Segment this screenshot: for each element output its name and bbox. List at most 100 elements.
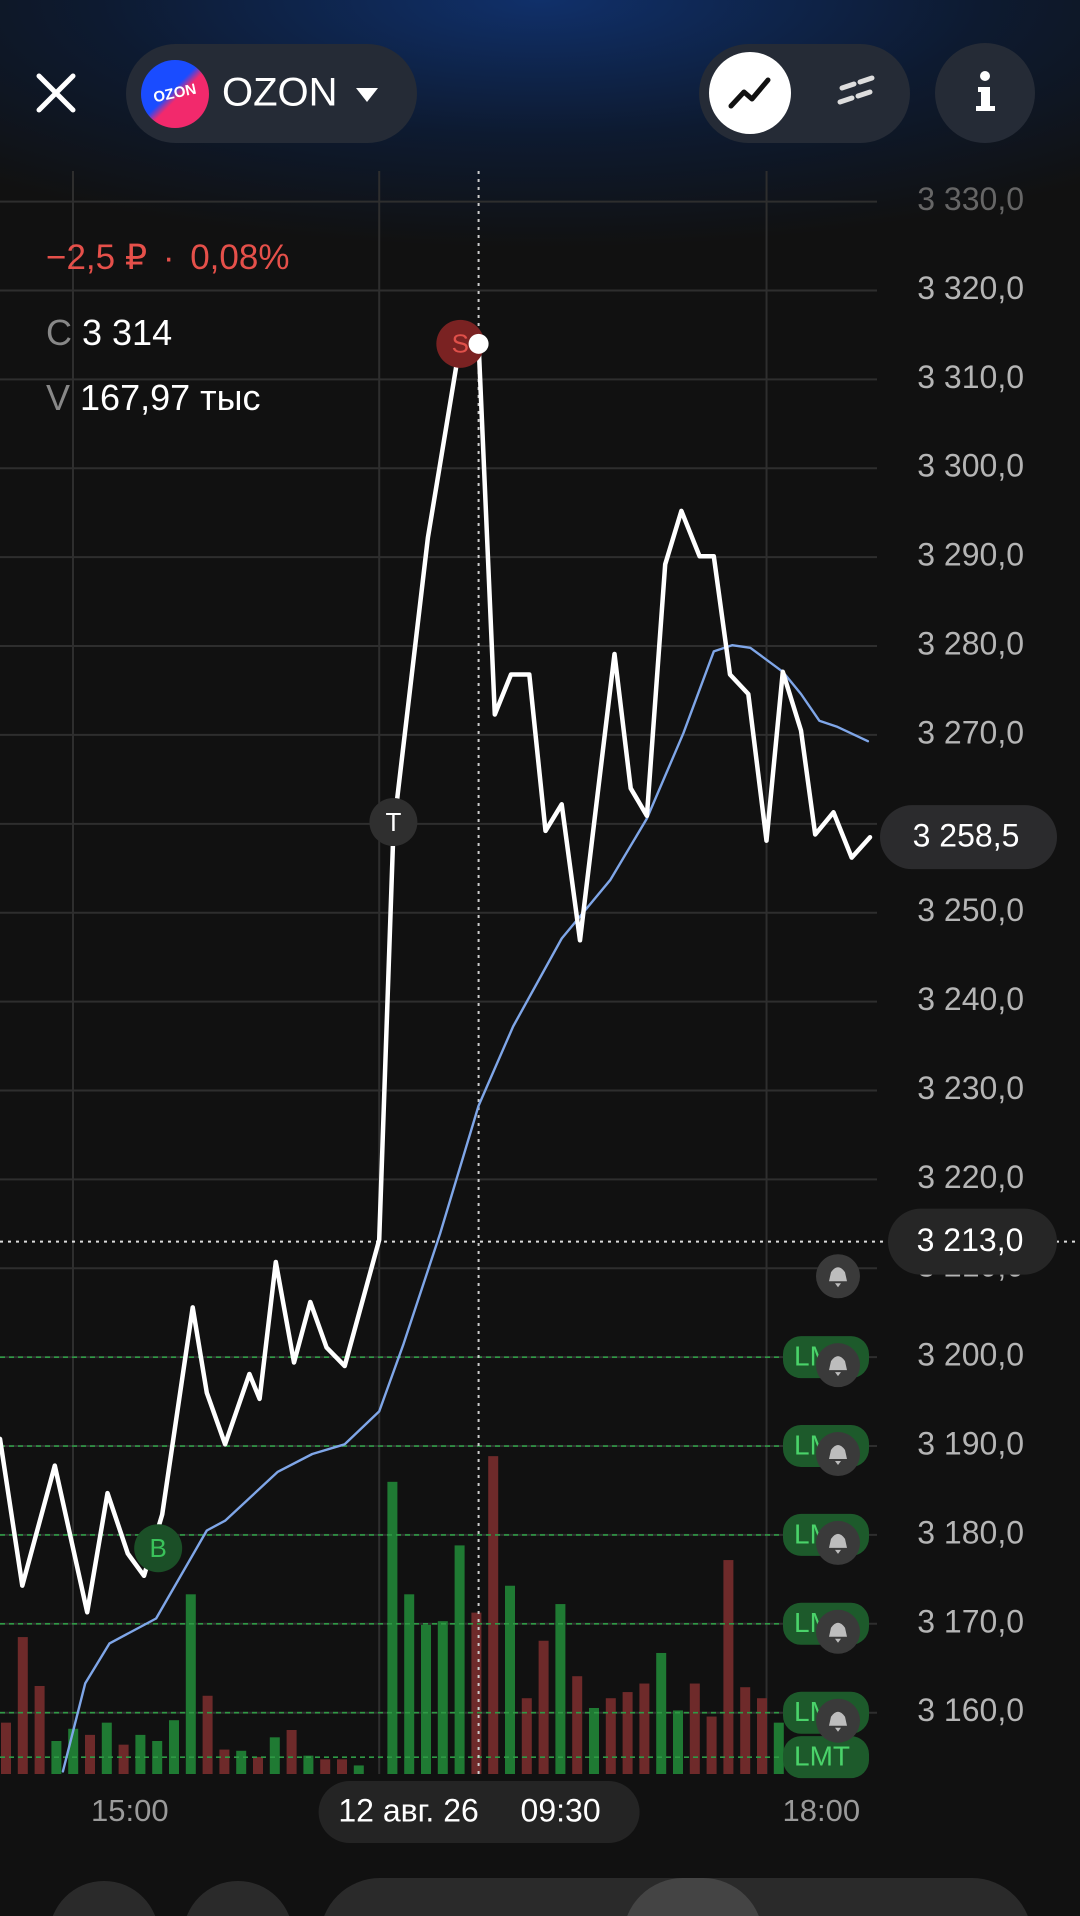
order-tag[interactable] xyxy=(783,1736,869,1779)
volume-bar xyxy=(740,1687,751,1774)
line-mode-button[interactable] xyxy=(709,52,791,134)
symbol-logo xyxy=(141,60,209,128)
chart-area: 3 330,0 3 320,0 3 310,0 3 300,0 3 290,0 3 280… xyxy=(0,171,1080,1843)
volume-bar xyxy=(723,1560,734,1774)
trade-marker-label: B xyxy=(150,1533,167,1563)
volume-bar xyxy=(773,1722,784,1774)
alert-bell-icon xyxy=(829,1711,847,1732)
volume-bar xyxy=(639,1683,650,1774)
symbol-name: OZON xyxy=(222,71,338,115)
volume-bar xyxy=(572,1676,583,1774)
close-button[interactable] xyxy=(36,73,76,113)
volume-bar xyxy=(387,1481,398,1774)
trade-marker-label: T xyxy=(385,807,401,837)
trade-marker xyxy=(436,319,485,368)
order-tag-label: LMT xyxy=(794,1741,850,1772)
change-value: −2,5 ₽ xyxy=(46,238,147,277)
y-tick-label: 3 160,0 xyxy=(917,1692,1024,1728)
y-tick-label: 3 320,0 xyxy=(917,270,1024,306)
last-price-label: 3 258,5 xyxy=(913,818,1020,854)
volume-bar xyxy=(135,1734,146,1774)
trade-marker xyxy=(134,1524,183,1573)
volume-bar xyxy=(622,1692,633,1774)
y-tick-label: 3 170,0 xyxy=(917,1603,1024,1639)
volume-bar xyxy=(488,1456,499,1774)
crosshair-date: 12 авг. 26 xyxy=(338,1792,478,1828)
candle-mode-icon[interactable] xyxy=(837,75,875,105)
trade-marker xyxy=(369,798,418,847)
volume-bar xyxy=(605,1698,616,1774)
volume-bar xyxy=(471,1612,482,1774)
volume-bar xyxy=(505,1585,515,1774)
dropdown-arrow xyxy=(356,88,378,102)
y-tick-label: 3 220,0 xyxy=(917,1159,1024,1195)
volume-line: V 167,97 тыс xyxy=(46,377,261,418)
close-label: C xyxy=(46,312,72,353)
volume-bar xyxy=(286,1729,297,1774)
close-icon xyxy=(36,73,76,113)
crosshair-price-label: 3 213,0 xyxy=(917,1222,1024,1258)
price-change: −2,5 ₽ · 0,08% xyxy=(46,238,289,277)
volume-bar xyxy=(169,1720,179,1774)
crosshair-point xyxy=(468,333,489,354)
toolbar-knob[interactable] xyxy=(623,1878,763,1916)
price-line xyxy=(61,644,870,1773)
trade-marker-label: S xyxy=(452,329,469,359)
x-tick-label: 18:00 xyxy=(783,1793,861,1828)
y-tick-label: 3 250,0 xyxy=(917,892,1024,928)
change-separator: · xyxy=(163,238,175,277)
line-mode-icon xyxy=(728,77,771,109)
symbol-selector[interactable]: OZON OZON xyxy=(126,44,417,143)
volume-bar xyxy=(236,1750,247,1774)
crosshair-date-pill xyxy=(318,1781,640,1843)
volume-bar xyxy=(202,1695,213,1774)
volume-bar xyxy=(589,1707,599,1774)
y-tick-label: 3 330,0 xyxy=(917,181,1024,217)
y-tick-label: 3 190,0 xyxy=(917,1425,1024,1461)
volume-bar xyxy=(68,1728,79,1774)
volume-bar xyxy=(706,1716,717,1774)
volume-bar xyxy=(555,1604,566,1774)
y-tick-label: 3 230,0 xyxy=(917,1070,1024,1106)
volume-bar xyxy=(521,1698,532,1774)
volume-bar xyxy=(673,1710,683,1774)
volume-bar xyxy=(85,1734,95,1774)
volume-bar xyxy=(320,1759,331,1774)
info-icon-dot xyxy=(980,71,990,81)
toolbar-button[interactable] xyxy=(49,1881,159,1916)
volume-bar xyxy=(253,1756,263,1774)
close-value: 3 314 xyxy=(82,312,172,353)
volume-bar xyxy=(17,1637,28,1774)
y-tick-label: 3 200,0 xyxy=(917,1337,1024,1373)
volume-bar xyxy=(269,1737,280,1774)
volume-bar xyxy=(118,1744,129,1774)
info-button[interactable] xyxy=(935,43,1035,143)
volume-bar xyxy=(34,1685,45,1774)
y-tick-label: 3 180,0 xyxy=(917,1514,1024,1550)
alert-bell-icon xyxy=(829,1445,847,1466)
volume-bar xyxy=(337,1759,347,1774)
close-line: C 3 314 xyxy=(46,312,172,353)
alert-bell-icon xyxy=(829,1356,847,1377)
y-tick-label: 3 280,0 xyxy=(917,625,1024,661)
volume-label: V xyxy=(46,377,70,418)
y-tick-label: 3 270,0 xyxy=(917,714,1024,750)
y-tick-label: 3 240,0 xyxy=(917,981,1024,1017)
last-price-pill xyxy=(880,805,1057,870)
volume-value: 167,97 тыс xyxy=(80,377,260,418)
x-tick-label: 15:00 xyxy=(91,1793,169,1828)
volume-bar xyxy=(421,1624,431,1774)
toolbar-button[interactable] xyxy=(183,1881,293,1916)
crosshair-time: 09:30 xyxy=(521,1792,601,1828)
chart-mode-toggle[interactable] xyxy=(699,44,910,143)
volume-bar xyxy=(404,1594,415,1774)
volume-bar xyxy=(185,1594,196,1774)
y-tick-label: 3 310,0 xyxy=(917,359,1024,395)
info-icon-bar xyxy=(976,87,995,111)
volume-bar xyxy=(1,1722,11,1774)
y-tick-label: 3 290,0 xyxy=(917,537,1024,573)
volume-bar xyxy=(303,1755,314,1774)
bottom-toolbar xyxy=(49,1878,1028,1916)
